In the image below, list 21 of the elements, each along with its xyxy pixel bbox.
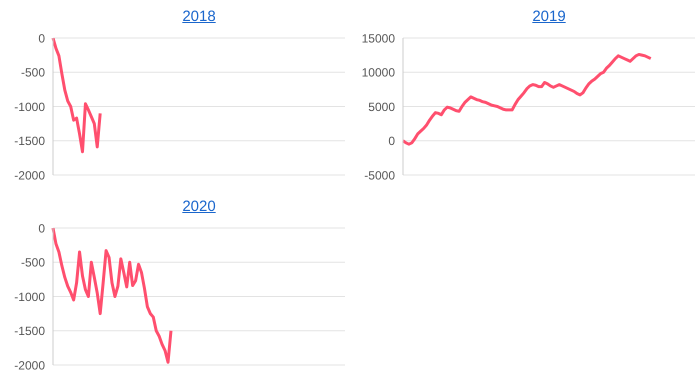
chart-title: 2020 <box>181 198 217 215</box>
chart-title: 2018 <box>181 8 217 25</box>
y-tick-label: -5000 <box>364 168 396 182</box>
line-series <box>52 38 102 154</box>
y-tick-label: 5000 <box>368 100 396 114</box>
y-tick-label: 0 <box>38 31 46 46</box>
y-tick-label: -2000 <box>14 358 46 372</box>
chart-title: 2019 <box>531 8 567 25</box>
line-series <box>402 52 652 146</box>
y-tick-label: 0 <box>38 221 46 236</box>
y-tick-label: -1500 <box>14 324 46 338</box>
y-tick-label: -500 <box>20 256 46 270</box>
y-tick-label: -2000 <box>14 168 46 182</box>
y-tick-label: -1000 <box>14 290 46 304</box>
y-tick-label: -1000 <box>14 100 46 114</box>
y-tick-label: -500 <box>20 66 46 80</box>
line-series <box>52 228 172 364</box>
y-tick-label: 15000 <box>362 31 396 46</box>
y-tick-label: 10000 <box>362 66 396 80</box>
y-tick-label: 0 <box>388 134 396 148</box>
y-tick-label: -1500 <box>14 134 46 148</box>
